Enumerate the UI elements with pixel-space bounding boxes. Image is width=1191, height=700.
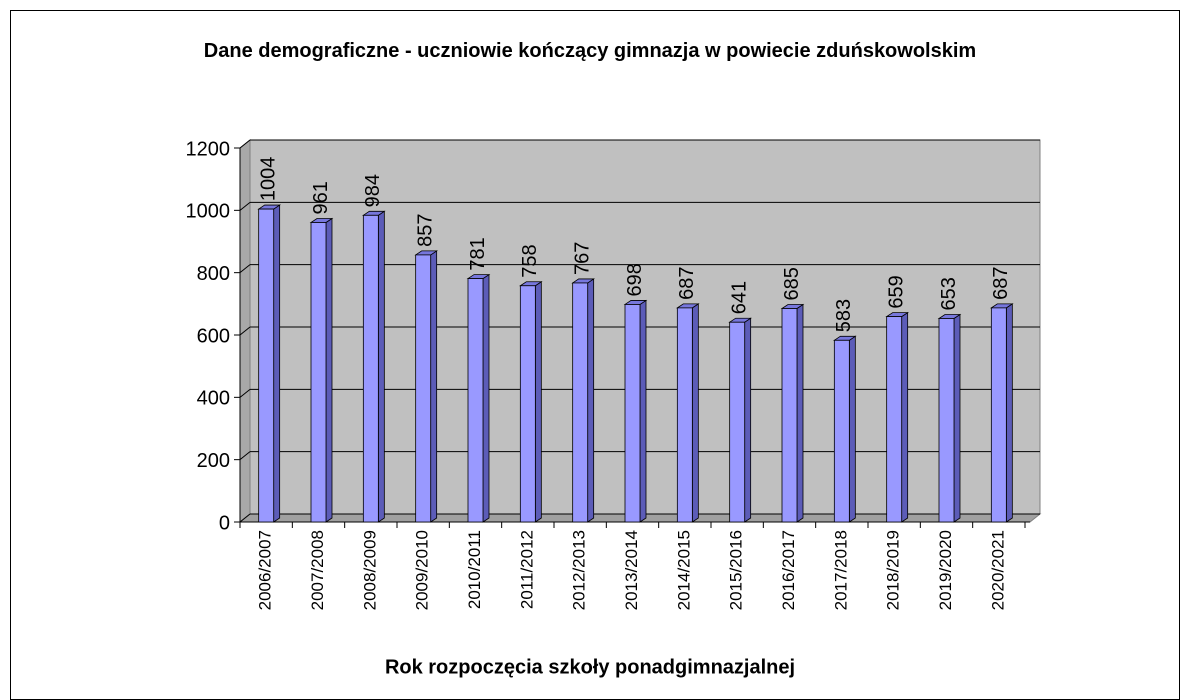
x-tick-label: 2010/2011	[465, 530, 484, 609]
bar-side	[587, 278, 595, 523]
x-tick-label: 2016/2017	[779, 530, 798, 610]
y-tick-label: 1200	[186, 138, 231, 160]
bar	[310, 222, 327, 523]
x-axis-title: Rok rozpoczęcia szkoły ponadgimnazjalnej	[385, 656, 795, 678]
value-label: 659	[885, 275, 907, 308]
grid-line	[239, 451, 251, 461]
value-label: 583	[833, 299, 855, 332]
bar-side	[639, 299, 647, 523]
y-tick-label: 800	[197, 263, 230, 285]
bar	[624, 304, 641, 523]
x-tick-label: 2020/2021	[988, 530, 1007, 610]
bar	[833, 339, 850, 523]
x-tick-label: 2018/2019	[884, 530, 903, 610]
value-label: 698	[624, 263, 646, 296]
bar-side	[430, 250, 438, 523]
bar	[676, 307, 693, 523]
bar	[729, 321, 746, 523]
x-tick-label: 2007/2008	[308, 530, 327, 610]
bar	[781, 308, 798, 523]
bar	[938, 318, 955, 523]
value-label: 1004	[257, 157, 279, 202]
x-tick-label: 2008/2009	[360, 530, 379, 610]
value-label: 984	[362, 174, 384, 207]
grid-line	[239, 264, 251, 274]
bar-side	[953, 313, 961, 523]
bar	[990, 307, 1007, 523]
x-tick-label: 2013/2014	[622, 530, 641, 610]
value-label: 767	[571, 242, 593, 275]
value-label: 687	[990, 267, 1012, 300]
grid-line	[239, 326, 251, 336]
bar	[572, 282, 589, 523]
value-label: 758	[519, 244, 541, 277]
chart-title: Dane demograficzne - uczniowie kończący …	[203, 40, 977, 62]
x-tick-label: 2017/2018	[831, 530, 850, 610]
bar-side	[325, 217, 333, 523]
y-tick-label: 0	[219, 512, 230, 534]
y-tick-label: 600	[197, 325, 230, 347]
x-tick-label: 2011/2012	[517, 530, 536, 609]
y-tick-label: 1000	[186, 201, 231, 223]
bar-side	[691, 303, 699, 523]
bar	[467, 278, 484, 523]
bar	[362, 214, 379, 523]
bar-side	[1005, 303, 1013, 523]
value-label: 857	[414, 214, 436, 247]
bar-side	[534, 281, 542, 523]
value-label: 685	[781, 267, 803, 300]
value-label: 781	[467, 237, 489, 270]
bar	[415, 254, 432, 523]
value-label: 641	[728, 281, 750, 314]
grid-line	[239, 201, 251, 211]
x-tick-label: 2019/2020	[936, 530, 955, 610]
bar-side	[377, 210, 385, 523]
x-tick-label: 2015/2016	[727, 530, 746, 610]
grid-line	[239, 139, 251, 149]
bar-side	[796, 303, 804, 523]
y-tick-label: 400	[197, 388, 230, 410]
x-tick-label: 2006/2007	[256, 530, 275, 610]
x-tick-label: 2009/2010	[413, 530, 432, 610]
value-label: 653	[938, 277, 960, 310]
grid-line	[239, 388, 251, 398]
bar	[886, 316, 903, 523]
bar	[258, 208, 275, 523]
bar-side	[848, 335, 856, 523]
y-tick-label: 200	[197, 450, 230, 472]
bar-side	[273, 204, 281, 523]
bar-side	[482, 273, 490, 523]
grid-line	[239, 513, 251, 523]
value-label: 961	[310, 181, 332, 214]
x-tick-label: 2012/2013	[570, 530, 589, 610]
x-tick-label: 2014/2015	[674, 530, 693, 610]
bar	[519, 285, 536, 523]
value-label: 687	[676, 267, 698, 300]
bar-side	[744, 317, 752, 523]
bar-side	[901, 311, 909, 523]
